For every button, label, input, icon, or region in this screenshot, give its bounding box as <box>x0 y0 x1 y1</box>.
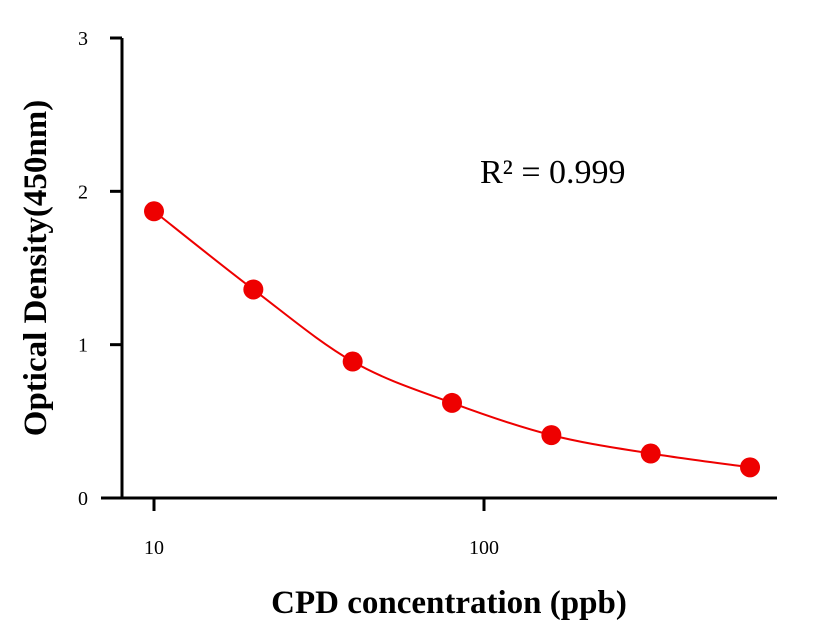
y-tick-label: 2 <box>78 181 88 203</box>
fit-curve <box>153 210 751 469</box>
data-point <box>243 279 264 300</box>
y-axis-label: Optical Density(450nm) <box>18 100 54 436</box>
data-point <box>541 425 562 446</box>
x-axis-label: CPD concentration (ppb) <box>271 585 627 621</box>
y-tick-label: 1 <box>78 335 88 357</box>
data-point <box>640 443 661 464</box>
y-ticks: 0 1 2 3 <box>78 28 122 510</box>
fit-curve-layer <box>153 210 751 469</box>
x-tick-label: 100 <box>469 537 499 559</box>
data-point <box>144 201 164 222</box>
x-tick-label: 10 <box>144 537 164 559</box>
data-point <box>442 392 463 413</box>
data-point <box>740 457 761 478</box>
x-ticks: 10 100 <box>144 498 499 559</box>
data-point <box>342 351 363 372</box>
r-squared-annotation: R² = 0.999 <box>480 154 626 191</box>
y-tick-label: 3 <box>78 28 88 50</box>
data-points-layer <box>144 201 761 478</box>
y-tick-label: 0 <box>78 488 88 510</box>
